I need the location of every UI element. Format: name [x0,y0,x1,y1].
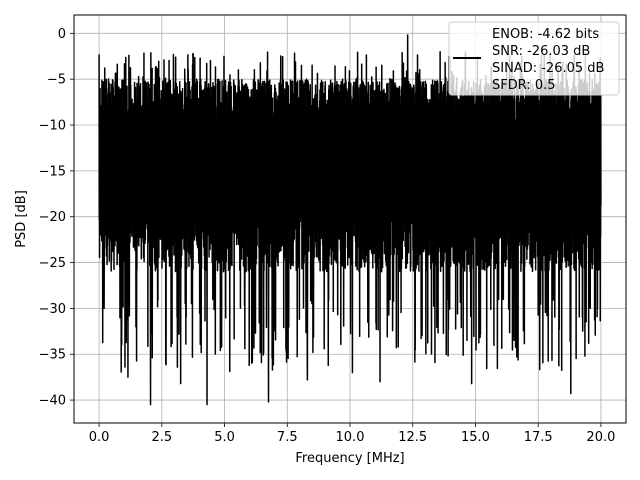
y-tick-label: −20 [39,210,66,225]
x-tick-label: 15.0 [461,430,490,445]
y-tick-label: 0 [58,27,66,42]
legend-box [448,21,620,96]
x-tick-label: 20.0 [586,430,615,445]
legend-entry-sinad: SINAD: -26.05 dB [492,61,604,76]
y-tick-label: −10 [39,119,66,134]
legend-entry-enob: ENOB: -4.62 bits [492,27,599,42]
y-tick-label: −5 [47,73,66,88]
x-tick-label: 12.5 [398,430,427,445]
x-tick-label: 2.5 [151,430,172,445]
legend-entry-snr: SNR: -26.03 dB [492,44,590,59]
x-axis-ticks: 0.0 2.5 5.0 7.5 10.0 12.5 15.0 17.5 20.0 [89,423,615,445]
y-tick-label: −15 [39,164,66,179]
x-tick-label: 0.0 [89,430,110,445]
x-tick-label: 17.5 [524,430,553,445]
y-tick-label: −35 [39,348,66,363]
legend-entry-sfdr: SFDR: 0.5 [492,78,556,93]
y-tick-label: −30 [39,302,66,317]
y-axis-ticks: 0 −5 −10 −15 −20 −25 −30 −35 −40 [39,27,74,409]
x-axis-label: Frequency [MHz] [295,451,404,466]
legend: ENOB: -4.62 bits SNR: -26.03 dB SINAD: -… [448,21,620,96]
y-tick-label: −25 [39,256,66,271]
x-tick-label: 10.0 [336,430,365,445]
x-tick-label: 5.0 [214,430,235,445]
psd-series [98,34,602,406]
x-tick-label: 7.5 [277,430,298,445]
y-tick-label: −40 [39,394,66,409]
y-axis-label: PSD [dB] [14,190,29,248]
psd-line [98,34,602,406]
